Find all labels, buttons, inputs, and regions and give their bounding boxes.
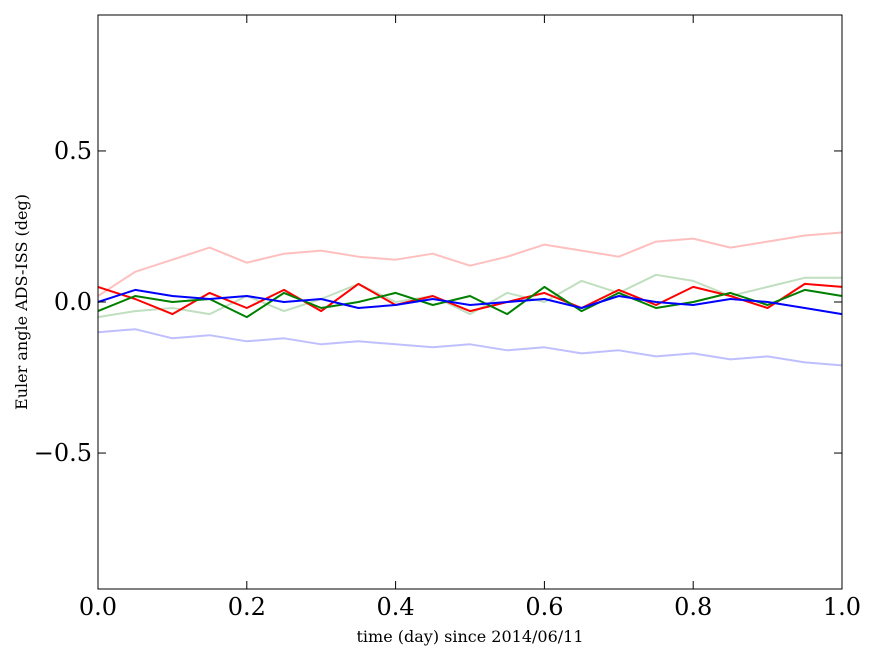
x-tick-label: 0.2 <box>228 593 266 621</box>
series-line-3 <box>97 288 843 316</box>
series-layer <box>97 231 843 367</box>
x-tick-label: 0.4 <box>377 593 415 621</box>
y-tick-label: 0.0 <box>54 288 92 316</box>
tick-layer: 0.0 0.2 0.4 0.6 0.8 1.0 −0.5 0.0 0.5 <box>34 15 861 621</box>
series-line-2 <box>97 285 843 319</box>
x-tick-label: 1.0 <box>823 593 861 621</box>
x-axis-label: time (day) since 2014/06/11 <box>356 627 583 646</box>
series-line-6 <box>97 328 843 367</box>
plot-frame <box>97 14 843 590</box>
x-tick-label: 0.8 <box>674 593 712 621</box>
x-tick-label: 0.6 <box>525 593 563 621</box>
y-tick-label: −0.5 <box>34 439 92 467</box>
series-line-5 <box>97 273 842 319</box>
series-line-4 <box>97 231 843 297</box>
y-tick-label: 0.5 <box>54 137 92 165</box>
y-axis-label: Euler angle ADS-ISS (deg) <box>12 194 31 410</box>
x-tick-label: 0.0 <box>79 593 117 621</box>
